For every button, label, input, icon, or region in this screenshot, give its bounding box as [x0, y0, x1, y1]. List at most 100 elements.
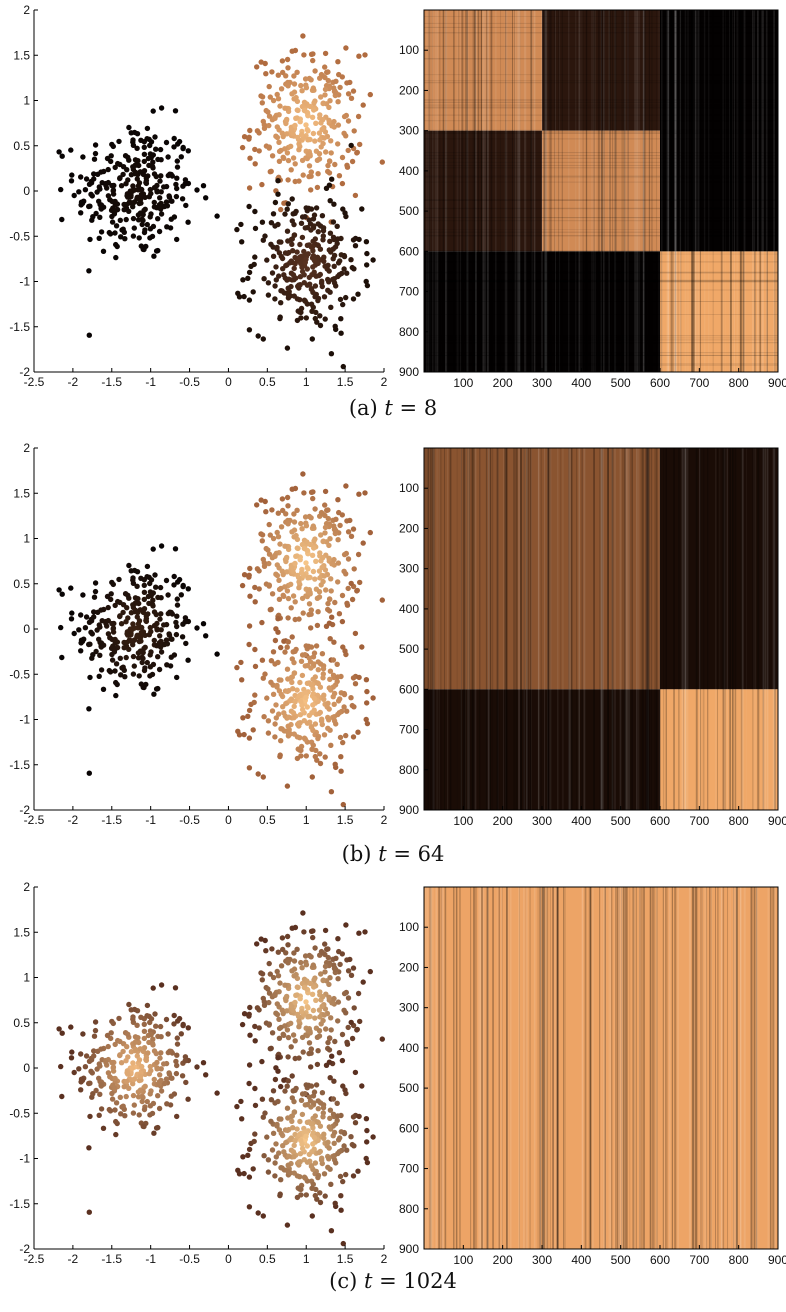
- heatmap-streak: [603, 10, 606, 372]
- heatmap-streak: [577, 448, 580, 810]
- scatter-point-lower-right: [304, 266, 310, 272]
- heatmap-streak: [517, 10, 520, 372]
- scatter-point-lower-right: [330, 657, 337, 663]
- scatter-point-left: [97, 624, 103, 630]
- heatmap-streak: [430, 887, 432, 1249]
- scatter-point-lower-right: [272, 283, 278, 289]
- scatter-point-lower-right: [289, 1118, 295, 1124]
- scatter-point-left: [92, 580, 99, 586]
- scatter-point-left: [148, 1031, 154, 1038]
- heatmap-streak: [688, 887, 691, 1249]
- heatmap-streak: [677, 10, 679, 372]
- scatter-point-left: [116, 576, 122, 583]
- scatter-x-tick-label: 2: [381, 1252, 388, 1266]
- scatter-point-upper-right: [289, 564, 295, 570]
- heatmap-streak: [485, 448, 487, 810]
- scatter-point-left: [112, 208, 118, 215]
- heatmap-streak: [424, 337, 778, 339]
- scatter-point-lower-right: [297, 274, 304, 280]
- scatter-point-lower-right: [308, 682, 314, 688]
- scatter-point-upper-right: [335, 976, 341, 982]
- scatter-point-upper-right: [303, 85, 310, 91]
- heatmap-streak: [500, 887, 503, 1249]
- scatter-point-lower-right: [297, 735, 303, 741]
- heatmap-y-tick-label: 500: [399, 642, 419, 656]
- scatter-point-upper-right: [317, 112, 323, 118]
- figure-panel-c: -2.5 -2 -1.5 -1 -0.5 0 0.5 1 1.5 2 -2 -1.5 -1 -0.5 0 0.…: [0, 877, 786, 1312]
- scatter-point-lower-right: [296, 720, 302, 726]
- scatter-point-left: [130, 577, 136, 583]
- scatter-point-left: [150, 603, 156, 609]
- scatter-point-lower-right: [340, 206, 346, 212]
- scatter-point-left: [173, 1058, 179, 1065]
- heatmap-streak: [765, 10, 768, 372]
- scatter-point-upper-right: [325, 946, 331, 952]
- heatmap-x-tick-label: 300: [532, 1253, 552, 1267]
- scatter-point-upper-right: [299, 157, 306, 164]
- heatmap-streak: [717, 448, 718, 810]
- scatter-point-left: [151, 691, 157, 697]
- scatter-point-left: [69, 172, 75, 178]
- scatter-point-left: [203, 1072, 209, 1078]
- heatmap-streak: [431, 10, 434, 372]
- heatmap-streak: [727, 887, 728, 1249]
- scatter-point-left: [108, 153, 114, 159]
- scatter-point-upper-right: [335, 560, 342, 566]
- scatter-point-left: [143, 177, 150, 184]
- scatter-point-upper-right: [328, 150, 334, 156]
- scatter-y-tick-label: 2: [23, 441, 30, 455]
- heatmap-block: [424, 887, 778, 1249]
- scatter-point-upper-right: [280, 133, 286, 140]
- scatter-point-left: [68, 616, 75, 622]
- scatter-point-upper-right: [299, 595, 306, 602]
- scatter-point-left: [98, 1046, 104, 1052]
- scatter-point-upper-right: [335, 936, 341, 942]
- scatter-point-upper-right: [300, 471, 306, 477]
- scatter-point-left: [143, 1054, 150, 1061]
- scatter-point-left: [141, 1035, 147, 1042]
- scatter-point-lower-right: [320, 675, 326, 681]
- scatter-point-lower-right: [284, 666, 291, 672]
- scatter-point-left: [117, 1052, 123, 1059]
- scatter-point-left: [78, 612, 84, 618]
- scatter-x-tick-label: 0: [225, 1252, 232, 1266]
- scatter-point-lower-right: [238, 221, 244, 228]
- scatter-point-lower-right: [319, 651, 326, 657]
- scatter-point-lower-right: [290, 211, 296, 217]
- heatmap-y-tick-label: 900: [399, 365, 419, 379]
- scatter-point-left: [158, 543, 165, 549]
- scatter-point-left: [135, 596, 141, 602]
- scatter-point-left: [137, 196, 144, 202]
- scatter-point-lower-right: [350, 296, 357, 302]
- scatter-point-upper-right: [362, 490, 368, 496]
- heatmap-streak: [425, 887, 427, 1249]
- scatter-point-left: [171, 1012, 177, 1019]
- heatmap-streak: [424, 167, 778, 169]
- scatter-point-lower-right: [297, 712, 304, 718]
- scatter-y-tick-label: 1: [23, 971, 30, 985]
- scatter-point-lower-right: [351, 704, 357, 710]
- heatmap-streak: [624, 887, 627, 1249]
- heatmap-streak: [568, 448, 570, 810]
- heatmap-streak: [766, 448, 769, 810]
- heatmap-streak: [497, 448, 499, 810]
- scatter-point-upper-right: [266, 582, 272, 588]
- heatmap-streak: [654, 448, 657, 810]
- scatter-point-lower-right: [255, 333, 261, 339]
- scatter-point-upper-right: [278, 206, 284, 213]
- scatter-point-upper-right: [322, 488, 329, 495]
- scatter-point-lower-right: [322, 316, 328, 322]
- heatmap-streak: [424, 99, 778, 101]
- scatter-point-upper-right: [288, 1044, 294, 1050]
- scatter-point-upper-right: [266, 960, 272, 967]
- scatter-point-upper-right: [256, 1025, 262, 1031]
- scatter-point-upper-right: [288, 143, 294, 149]
- heatmap-streak: [746, 448, 747, 810]
- scatter-point-lower-right: [363, 1116, 370, 1122]
- scatter-point-left: [144, 221, 150, 228]
- scatter-point-lower-right: [304, 282, 311, 288]
- heatmap-streak: [611, 448, 614, 810]
- scatter-point-upper-right: [277, 541, 283, 547]
- heatmap-streak: [529, 887, 531, 1249]
- scatter-point-upper-right: [319, 511, 326, 517]
